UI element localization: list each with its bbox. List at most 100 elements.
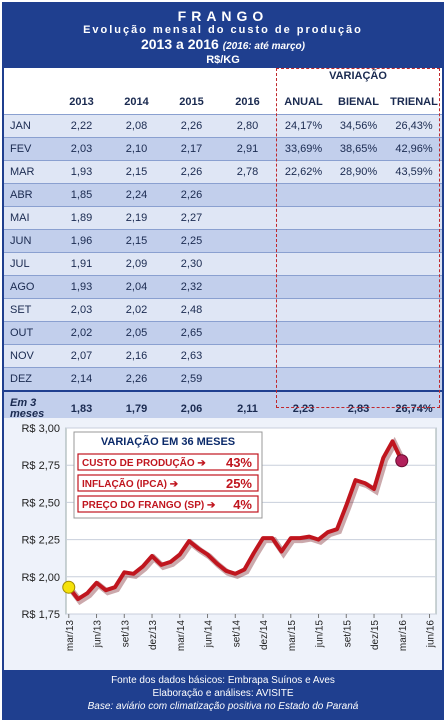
variation-cell <box>331 183 386 207</box>
x-tick-label: dez/13 <box>148 620 159 650</box>
footer-base: Base: aviário com climatização positiva … <box>87 701 359 712</box>
variation-cell <box>276 275 331 299</box>
var-col-header: BIENAL <box>331 68 386 115</box>
cost-cell: 1,93 <box>54 275 109 299</box>
cost-cell: 2,63 <box>164 344 219 368</box>
period-years: 2013 a 2016 <box>140 36 219 52</box>
cost-cell <box>219 367 276 392</box>
x-tick-label: jun/13 <box>93 620 104 649</box>
table-header-row: 2013 2014 2015 2016 ANUAL BIENAL TRIENAL <box>4 68 442 115</box>
annotation-item-box <box>77 453 259 471</box>
y-tick-label: R$ 2,75 <box>21 460 60 472</box>
cost-cell: 2,26 <box>109 367 164 392</box>
cost-cell: 2,78 <box>219 160 276 184</box>
annotation-item-value: 25% <box>226 476 252 491</box>
cost-cell: 2,03 <box>54 137 109 161</box>
month-label: ABR <box>4 183 54 207</box>
variation-cell <box>276 298 331 322</box>
cost-cell <box>219 298 276 322</box>
variation-cell <box>331 206 386 230</box>
series-line <box>67 439 404 602</box>
month-label: NOV <box>4 344 54 368</box>
variation-cell <box>276 344 331 368</box>
variation-cell: 28,90% <box>331 160 386 184</box>
cost-table: 2013 2014 2015 2016 ANUAL BIENAL TRIENAL… <box>4 68 442 427</box>
variation-cell <box>276 367 331 392</box>
variation-cell: 38,65% <box>331 137 386 161</box>
cost-cell: 2,09 <box>109 252 164 276</box>
x-tick-label: mar/14 <box>176 620 187 652</box>
start-point <box>62 580 76 594</box>
table-row: MAR 1,93 2,15 2,26 2,78 22,62% 28,90% 43,59% <box>4 160 442 184</box>
cost-cell: 2,19 <box>109 206 164 230</box>
table-row: JUL 1,91 2,09 2,30 <box>4 252 442 276</box>
table-row: OUT 2,02 2,05 2,65 <box>4 321 442 345</box>
variation-cell <box>276 321 331 345</box>
cost-cell: 2,48 <box>164 298 219 322</box>
cost-cell: 2,80 <box>219 114 276 138</box>
cost-cell <box>219 252 276 276</box>
period: 2013 a 2016 (2016: até março) <box>2 37 444 54</box>
annotation-item-value: 4% <box>233 497 252 512</box>
month-label: FEV <box>4 137 54 161</box>
cost-cell: 2,16 <box>109 344 164 368</box>
x-tick-label: mar/13 <box>65 620 76 652</box>
table-row: FEV 2,03 2,10 2,17 2,91 33,69% 38,65% 42,96% <box>4 137 442 161</box>
x-tick-label: jun/15 <box>315 620 326 649</box>
variation-cell: 22,62% <box>276 160 331 184</box>
annotation-item-label: INFLAÇÃO (IPCA) ➔ <box>82 477 179 490</box>
variation-cell <box>276 206 331 230</box>
x-tick-label: mar/15 <box>287 620 298 652</box>
cost-cell: 2,25 <box>164 229 219 253</box>
cost-cell: 1,89 <box>54 206 109 230</box>
period-note: (2016: até março) <box>222 41 305 52</box>
x-tick-label: dez/14 <box>259 620 270 650</box>
page-title: FRANGO <box>177 8 269 24</box>
var-col-header: TRIENAL <box>386 68 442 115</box>
cost-cell: 2,02 <box>54 321 109 345</box>
variation-cell <box>386 367 442 392</box>
cost-line-chart: R$ 3,00 R$ 2,75 R$ 2,50 R$ 2,25 R$ 2,00 R$ 1,… <box>21 423 437 652</box>
cost-cell: 2,59 <box>164 367 219 392</box>
table-row: MAI 1,89 2,19 2,27 <box>4 206 442 230</box>
cost-cell <box>219 321 276 345</box>
variation-cell: 43,59% <box>386 160 442 184</box>
cost-cell: 2,08 <box>109 114 164 138</box>
table-row: JAN 2,22 2,08 2,26 2,80 24,17% 34,56% 26,43% <box>4 114 442 138</box>
cost-cell <box>219 183 276 207</box>
variation-cell <box>331 229 386 253</box>
annotation-item-value: 43% <box>226 455 252 470</box>
cost-cell: 2,15 <box>109 229 164 253</box>
table-row: SET 2,03 2,02 2,48 <box>4 298 442 322</box>
variation-cell <box>386 229 442 253</box>
cost-cell: 2,26 <box>164 114 219 138</box>
variation-cell <box>386 321 442 345</box>
annotation-item-label: CUSTO DE PRODUÇÃO ➔ <box>82 456 206 469</box>
cost-cell: 2,27 <box>164 206 219 230</box>
month-label: JAN <box>4 114 54 138</box>
x-tick-label: set/14 <box>231 620 242 648</box>
variation-cell: 42,96% <box>386 137 442 161</box>
cost-cell: 2,07 <box>54 344 109 368</box>
variation-cell <box>386 252 442 276</box>
cost-cell <box>219 275 276 299</box>
month-label: OUT <box>4 321 54 345</box>
cost-cell: 2,03 <box>54 298 109 322</box>
cost-cell: 2,04 <box>109 275 164 299</box>
variation-cell: 34,56% <box>331 114 386 138</box>
x-tick-label: set/13 <box>120 620 131 648</box>
variation-cell <box>331 367 386 392</box>
cost-cell: 2,02 <box>109 298 164 322</box>
x-tick-label: set/15 <box>342 620 353 648</box>
y-tick-label: R$ 2,50 <box>21 497 60 509</box>
cost-cell: 1,91 <box>54 252 109 276</box>
variation-cell <box>276 229 331 253</box>
annotation-item-box <box>77 474 259 492</box>
variation-cell <box>386 275 442 299</box>
x-tick-label: jun/14 <box>204 620 215 649</box>
cost-cell: 1,96 <box>54 229 109 253</box>
x-tick-label: jun/16 <box>426 620 437 649</box>
footer: Fonte dos dados básicos: Embrapa Suínos … <box>2 672 444 720</box>
cost-cell: 2,24 <box>109 183 164 207</box>
month-label: MAR <box>4 160 54 184</box>
